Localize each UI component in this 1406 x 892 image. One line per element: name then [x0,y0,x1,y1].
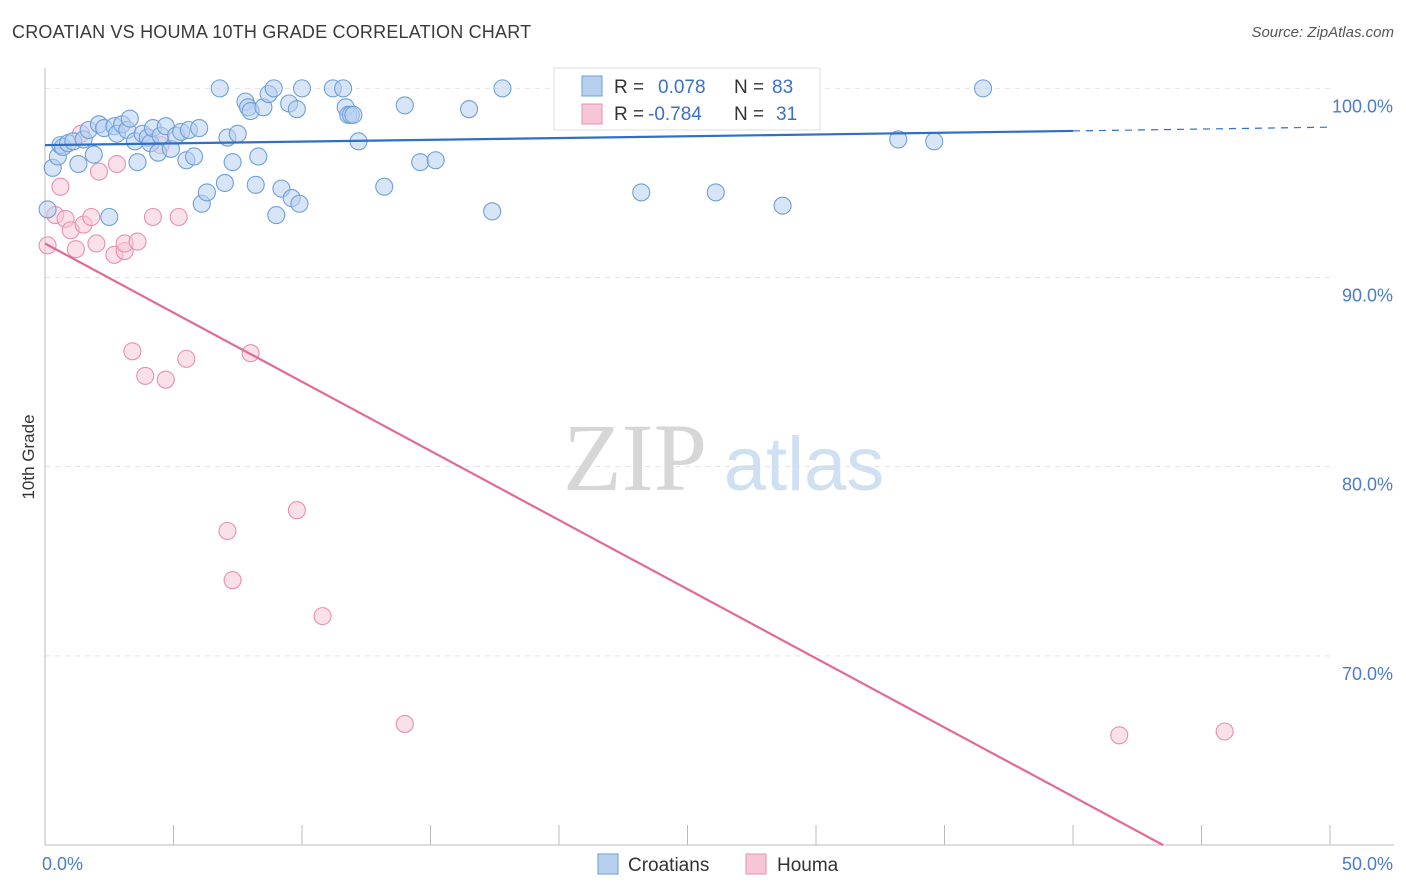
watermark-zip: ZIP [563,404,707,511]
croatians-point [190,119,209,138]
y-tick-label: 80.0% [1342,475,1393,495]
croatians-point [128,153,147,172]
croatians-trend-extension [1072,126,1331,132]
croatians-trend-line [44,129,1074,147]
houma-point [1110,726,1129,745]
houma-point [136,366,155,385]
houma-n-value: 31 [776,104,797,125]
houma-point [66,240,85,259]
croatians-point [223,153,242,172]
y-tick-label: 90.0% [1342,286,1393,306]
croatians-point [395,96,414,115]
croatians-point [706,183,725,202]
croatians-n-value: 83 [772,77,793,98]
houma-point [87,234,106,253]
croatians-point [264,79,283,98]
series-legend: Croatians Houma [597,853,839,876]
croatians-n-label: N = [734,77,764,98]
croatians-point [973,79,993,98]
croatians-point [411,153,430,172]
croatians-point [459,100,479,119]
houma-point [218,521,237,541]
houma-point [1215,722,1234,741]
croatians-point [100,207,119,227]
croatians-point [84,145,103,164]
x-tick-label: 0.0% [42,854,83,874]
houma-point [287,501,306,520]
croatians-point [210,79,229,98]
y-tick-label: 70.0% [1342,664,1393,684]
croatians-point [773,196,792,215]
croatians-point [185,147,204,166]
chart-title: CROATIAN VS HOUMA 10TH GRADE CORRELATION… [12,22,532,42]
houma-point [123,342,142,361]
trend-lines [44,126,1331,846]
houma-n-label: N = [734,104,764,125]
houma-point [143,207,162,227]
x-tick-label: 50.0% [1342,854,1393,874]
croatians-point [38,200,57,219]
croatians-point [889,130,908,149]
legend-houma-label: Houma [777,855,839,876]
houma-point [51,177,70,196]
y-tick-label: 100.0% [1332,96,1393,116]
legend-croatians-swatch [597,853,619,875]
houma-r-value: -0.784 [648,104,702,125]
houma-point [107,154,127,174]
croatians-point [69,154,88,174]
croatians-point [344,105,363,124]
croatians-point [375,177,394,196]
croatians-point [249,147,268,166]
stats-legend: R = 0.078 N = 83 R = -0.784 N = 31 [553,67,821,131]
legend-houma-swatch [745,853,767,875]
croatians-point [292,79,312,98]
axes [44,68,1394,846]
houma-point [223,571,242,590]
croatians-point [925,132,944,151]
houma-points [38,124,1234,745]
houma-r-label: R = [614,104,644,125]
houma-point [395,714,414,733]
croatians-point [215,173,234,193]
croatians-r-value: 0.078 [658,77,706,98]
croatians-point [632,183,651,202]
croatians-point [228,124,247,143]
source-label: Source: ZipAtlas.com [1251,24,1394,41]
croatians-point [290,194,309,213]
croatians-swatch [581,75,603,97]
croatians-point [287,100,306,119]
croatians-point [426,151,445,170]
legend-croatians-label: Croatians [628,855,709,876]
houma-point [313,607,332,626]
watermark-atlas: atlas [724,422,885,507]
houma-point [89,162,109,181]
croatians-point [334,79,353,98]
croatians-point [483,202,502,221]
croatians-point [246,175,265,194]
croatians-point [493,79,512,98]
houma-point [156,370,175,389]
houma-point [169,207,188,227]
croatians-point [197,183,216,202]
croatians-r-label: R = [614,77,644,98]
croatians-points [38,79,993,227]
tick-labels: 100.0% 90.0% 80.0% 70.0% 0.0% 50.0% [42,96,1393,874]
croatians-point [120,109,139,128]
houma-trend-line [44,242,1164,846]
houma-point [177,349,196,368]
houma-point [128,232,147,251]
houma-point [82,207,101,227]
y-axis-title: 10th Grade [19,414,38,499]
houma-swatch [581,103,603,125]
grid-lines [45,87,1330,657]
croatians-point [267,206,286,225]
